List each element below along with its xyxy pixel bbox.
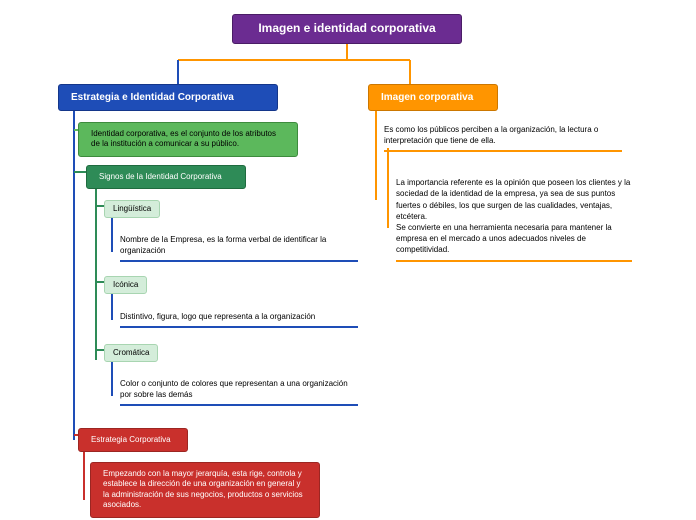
identidad-text: Identidad corporativa, es el conjunto de… [91,129,276,148]
linguistica-desc: Nombre de la Empresa, es la forma verbal… [120,234,358,262]
node-identidad: Identidad corporativa, es el conjunto de… [78,122,298,157]
linguistica-text: Lingüística [113,204,151,213]
node-cromatica: Cromática [104,344,158,362]
right-branch: Imagen corporativa [368,84,498,111]
estrategia-text: Estrategia Corporativa [91,435,171,444]
right-branch-label: Imagen corporativa [381,92,473,103]
right-desc2: La importancia referente es la opinión q… [396,166,632,262]
left-branch: Estrategia e Identidad Corporativa [58,84,278,111]
left-branch-label: Estrategia e Identidad Corporativa [71,92,234,103]
node-linguistica: Lingüística [104,200,160,218]
node-estrategia-desc: Empezando con la mayor jerarquía, esta r… [90,462,320,518]
cromatica-text: Cromática [113,348,149,357]
right-desc1: Es como los públicos perciben a la organ… [384,124,622,152]
node-estrategia: Estrategia Corporativa [78,428,188,452]
node-iconica: Icónica [104,276,147,294]
estrategia-desc-text: Empezando con la mayor jerarquía, esta r… [103,469,303,509]
iconica-text: Icónica [113,280,138,289]
cromatica-desc: Color o conjunto de colores que represen… [120,378,358,406]
node-signos: Signos de la Identidad Corporativa [86,165,246,189]
iconica-desc: Distintivo, figura, logo que representa … [120,311,358,328]
root-label: Imagen e identidad corporativa [258,21,435,35]
root-node: Imagen e identidad corporativa [232,14,462,44]
signos-text: Signos de la Identidad Corporativa [99,172,222,181]
